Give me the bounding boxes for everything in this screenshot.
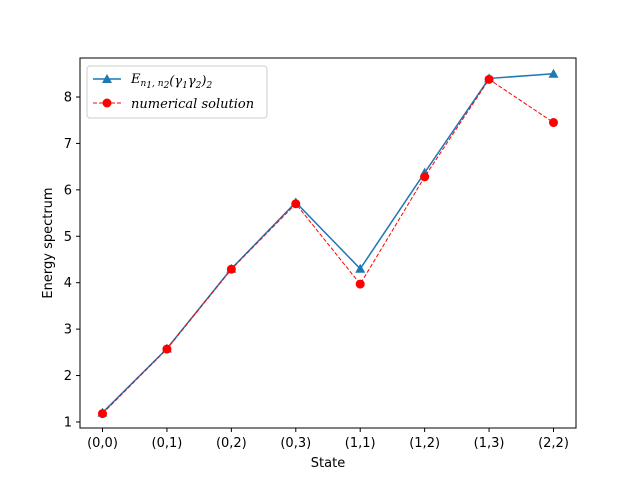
y-axis-ticks: 1 2 3 4 5 6 7 8 bbox=[64, 90, 80, 430]
data-point-circle bbox=[291, 199, 301, 209]
legend-marker-numerical bbox=[102, 98, 112, 108]
data-point-circle bbox=[420, 172, 430, 182]
data-point-triangle bbox=[355, 263, 366, 273]
data-point-circle bbox=[484, 74, 494, 84]
x-axis-label: State bbox=[311, 456, 345, 471]
data-point-circle bbox=[162, 344, 172, 354]
x-tick-label: (0,1) bbox=[152, 436, 183, 451]
legend-label-numerical: numerical solution bbox=[131, 97, 254, 112]
legend: En1, n2(γ1γ2)2 numerical solution bbox=[86, 65, 268, 119]
y-axis-label: Energy spectrum bbox=[41, 187, 56, 298]
y-tick-label: 1 bbox=[64, 415, 72, 430]
x-tick-label: (2,2) bbox=[538, 436, 569, 451]
legend-entry-analytic: En1, n2(γ1γ2)2 bbox=[93, 72, 212, 91]
x-axis-ticks: (0,0) (0,1) (0,2) (0,3) (1,1) (1,2) (1,3) (2,2) bbox=[87, 428, 569, 451]
x-tick-label: (0,3) bbox=[280, 436, 311, 451]
x-tick-label: (1,1) bbox=[345, 436, 376, 451]
x-tick-label: (0,2) bbox=[216, 436, 247, 451]
data-point-circle bbox=[98, 409, 107, 419]
data-point-circle bbox=[549, 118, 558, 128]
x-tick-label: (1,3) bbox=[474, 436, 505, 451]
y-tick-label: 5 bbox=[64, 230, 72, 245]
y-tick-label: 2 bbox=[64, 369, 72, 384]
legend-entry-numerical: numerical solution bbox=[93, 97, 254, 112]
series-line-1 bbox=[102, 78, 554, 414]
x-tick-label: (1,2) bbox=[409, 436, 440, 451]
legend-marker-analytic bbox=[102, 74, 112, 83]
data-point-circle bbox=[355, 279, 365, 289]
y-tick-label: 3 bbox=[64, 323, 72, 338]
series-layer bbox=[97, 68, 559, 419]
data-point-triangle bbox=[548, 68, 559, 78]
y-tick-label: 7 bbox=[64, 137, 72, 152]
x-tick-label: (0,0) bbox=[87, 436, 118, 451]
legend-box bbox=[86, 65, 268, 119]
plot-frame bbox=[79, 57, 577, 429]
plot-area bbox=[80, 58, 576, 428]
y-tick-label: 6 bbox=[64, 183, 72, 198]
data-point-circle bbox=[226, 264, 236, 274]
y-tick-label: 8 bbox=[64, 90, 72, 105]
y-tick-label: 4 bbox=[64, 276, 72, 291]
legend-label-analytic: En1, n2(γ1γ2)2 bbox=[130, 72, 212, 91]
